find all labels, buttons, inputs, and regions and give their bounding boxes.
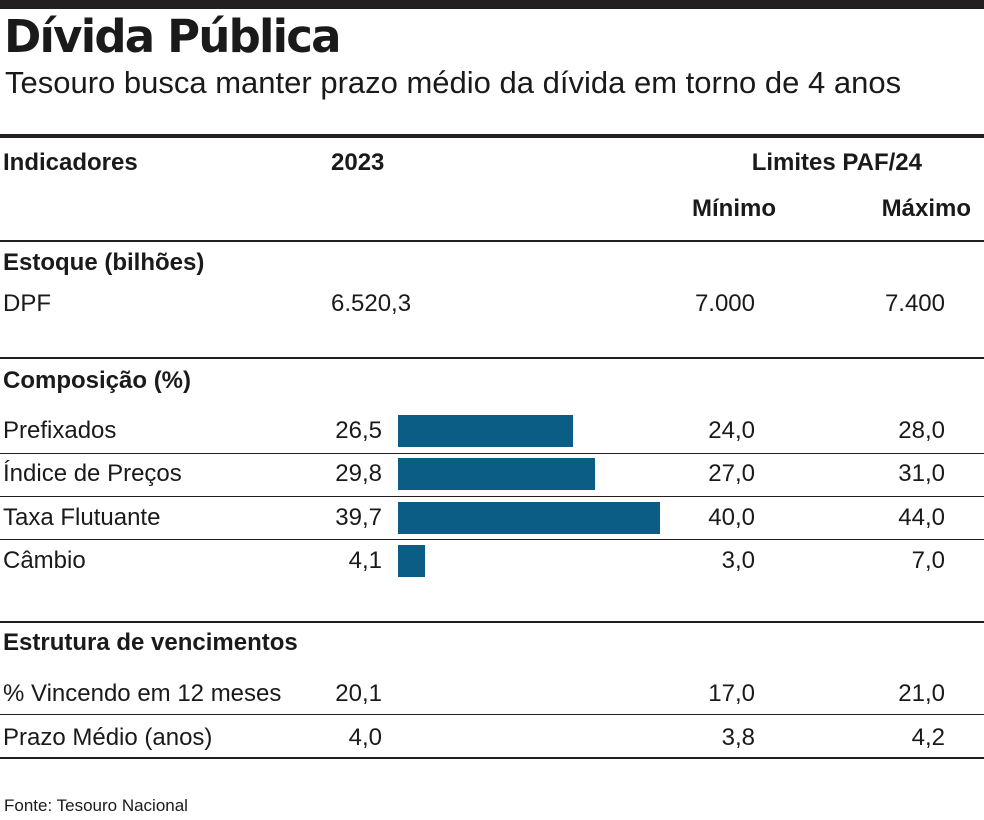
header-min: Mínimo	[692, 195, 776, 222]
row-cambio-label: Câmbio	[3, 547, 86, 574]
row-indice-max: 31,0	[898, 460, 945, 487]
row-prazo-label: Prazo Médio (anos)	[3, 724, 213, 751]
section-estoque: Estoque (bilhões)	[3, 249, 205, 276]
bottom-rule	[0, 757, 984, 759]
row-cambio-max: 7,0	[911, 547, 945, 574]
row-prazo-value: 4,0	[348, 724, 382, 751]
section-rule-composicao	[0, 357, 984, 359]
row-prefixados-max: 28,0	[898, 417, 945, 444]
bar-indice-de-precos	[398, 458, 595, 490]
row-divider	[0, 539, 984, 540]
row-indice-min: 27,0	[708, 460, 755, 487]
bar-taxa-flutuante	[398, 502, 660, 534]
row-cambio-value: 4,1	[348, 547, 382, 574]
row-divider	[0, 496, 984, 497]
header-indicadores: Indicadores	[3, 149, 138, 176]
source-note: Fonte: Tesouro Nacional	[4, 796, 188, 815]
top-rule	[0, 0, 984, 9]
row-indice-value: 29,8	[335, 460, 382, 487]
section-rule-estoque	[0, 240, 984, 242]
header-year: 2023	[331, 149, 385, 176]
section-rule-estrutura	[0, 621, 984, 623]
row-taxa-max: 44,0	[898, 504, 945, 531]
row-divider	[0, 714, 984, 715]
row-cambio-min: 3,0	[721, 547, 755, 574]
row-prefixados-value: 26,5	[335, 417, 382, 444]
row-dpf-label: DPF	[3, 290, 51, 317]
header-max: Máximo	[881, 195, 971, 222]
section-estrutura: Estrutura de vencimentos	[3, 629, 298, 656]
row-dpf-value: 6.520,3	[331, 290, 412, 317]
row-taxa-value: 39,7	[335, 504, 382, 531]
row-dpf-min: 7.000	[694, 290, 755, 317]
row-divider	[0, 453, 984, 454]
row-prefixados-label: Prefixados	[3, 417, 117, 444]
row-taxa-label: Taxa Flutuante	[3, 504, 161, 531]
header-limits: Limites PAF/24	[751, 149, 922, 176]
bar-cambio	[398, 545, 425, 577]
row-prazo-min: 3,8	[721, 724, 755, 751]
row-prefixados-min: 24,0	[708, 417, 755, 444]
bar-prefixados	[398, 415, 573, 447]
row-taxa-min: 40,0	[708, 504, 755, 531]
page-title: Dívida Pública	[4, 10, 342, 63]
page-subtitle: Tesouro busca manter prazo médio da dívi…	[5, 65, 902, 100]
row-vincendo-min: 17,0	[708, 680, 755, 707]
row-vincendo-label: % Vincendo em 12 meses	[3, 680, 282, 707]
row-prazo-max: 4,2	[911, 724, 945, 751]
row-dpf-max: 7.400	[884, 290, 945, 317]
row-vincendo-value: 20,1	[335, 680, 382, 707]
header-rule	[0, 134, 984, 138]
section-composicao: Composição (%)	[3, 367, 192, 394]
row-vincendo-max: 21,0	[898, 680, 945, 707]
row-indice-label: Índice de Preços	[3, 460, 182, 487]
